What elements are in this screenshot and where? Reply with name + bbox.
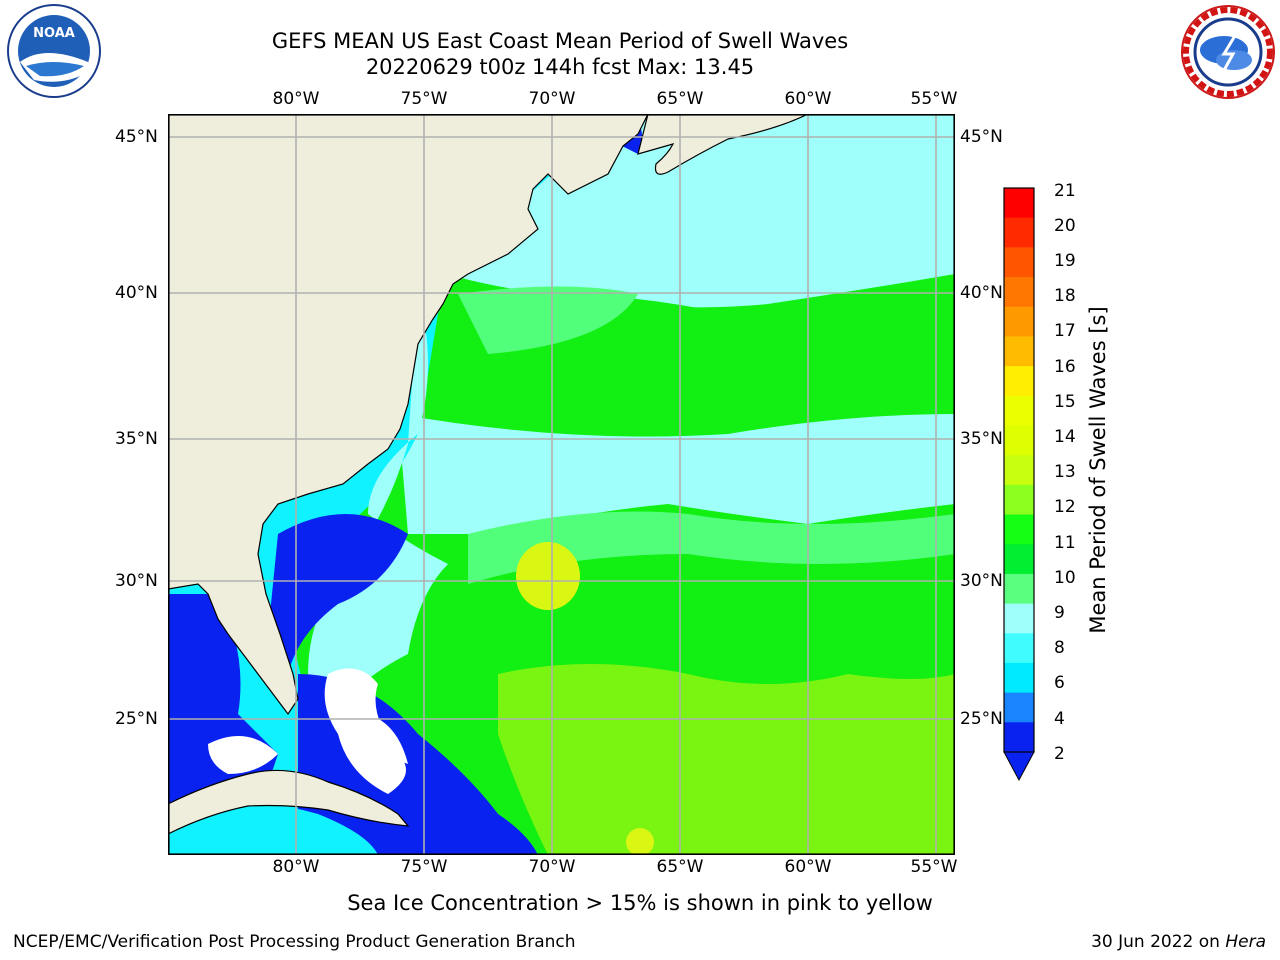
lon-label-bottom: 80°W: [272, 857, 320, 877]
colorbar: [1003, 187, 1035, 782]
colorbar-tick: 14: [1054, 427, 1076, 447]
lat-label-right: 25°N: [960, 709, 1003, 729]
colorbar-tick: 2: [1054, 744, 1065, 764]
nodata-bahamas: [324, 668, 406, 794]
colorbar-tick: 21: [1054, 181, 1076, 201]
lat-label-right: 45°N: [960, 127, 1003, 147]
chart-title: GEFS MEAN US East Coast Mean Period of S…: [271, 29, 849, 53]
lat-label-left: 45°N: [115, 127, 158, 147]
colorbar-tick: 15: [1054, 392, 1076, 412]
colorbar-tick: 18: [1054, 286, 1076, 306]
sea-ice-caption: Sea Ice Concentration > 15% is shown in …: [347, 891, 933, 915]
colorbar-tick: 13: [1054, 462, 1076, 482]
colorbar-segment: [1004, 662, 1034, 694]
footer-timestamp: 30 Jun 2022 on Hera: [1091, 932, 1266, 952]
noaa-logo: NOAA: [7, 4, 101, 98]
lat-label-left: 35°N: [115, 429, 158, 449]
lon-label-top: 70°W: [528, 89, 576, 109]
colorbar-tick: 10: [1054, 568, 1076, 588]
colorbar-tick: 6: [1054, 673, 1065, 693]
land-us: [168, 114, 649, 716]
mid-green-transition: [468, 511, 955, 584]
colorbar-segment: [1004, 573, 1034, 605]
lon-label-top: 80°W: [272, 89, 320, 109]
colorbar-segment: [1004, 544, 1034, 575]
colorbar-segment: [1004, 366, 1034, 397]
colorbar-label: Mean Period of Swell Waves [s]: [1086, 306, 1110, 634]
colorbar-segment: [1004, 514, 1034, 545]
colorbar-segment: [1004, 484, 1034, 516]
lon-label-bottom: 55°W: [910, 857, 958, 877]
lon-label-top: 60°W: [784, 89, 832, 109]
colorbar-segment: [1004, 395, 1034, 426]
footer-host: Hera: [1225, 932, 1266, 952]
colorbar-segment: [1004, 217, 1034, 248]
colorbar-segment: [1004, 277, 1034, 308]
lon-label-bottom: 75°W: [400, 857, 448, 877]
light-cyan-mid: [398, 414, 955, 534]
colorbar-segment: [1004, 247, 1034, 278]
mid-green-north: [458, 286, 638, 354]
lat-label-right: 30°N: [960, 571, 1003, 591]
yellow-green-south: [498, 664, 955, 855]
colorbar-segment: [1004, 633, 1034, 664]
land-cuba: [168, 769, 410, 835]
colorbar-segment: [1004, 455, 1034, 486]
colorbar-segment: [1004, 722, 1034, 753]
colorbar-segment: [1004, 306, 1034, 337]
colorbar-tick: 17: [1054, 321, 1076, 341]
lat-label-left: 25°N: [115, 709, 158, 729]
graticule: [168, 114, 955, 855]
lon-label-bottom: 60°W: [784, 857, 832, 877]
map-frame: [168, 114, 955, 855]
colorbar-segment: [1004, 425, 1034, 456]
nws-logo: [1181, 5, 1275, 99]
noaa-logo-text: NOAA: [33, 26, 75, 41]
lat-label-right: 35°N: [960, 429, 1003, 449]
lon-label-top: 65°W: [656, 89, 704, 109]
colorbar-segment: [1004, 603, 1034, 634]
colorbar-tick: 19: [1054, 251, 1076, 271]
chart-subtitle: 20220629 t00z 144h fcst Max: 13.45: [365, 55, 755, 79]
colorbar-segment: [1004, 336, 1034, 367]
blue-gulfstream-shelf: [268, 514, 408, 674]
lat-label-left: 30°N: [115, 571, 158, 591]
azure-gulf-south: [168, 800, 378, 855]
footer-date: 30 Jun 2022 on: [1091, 932, 1226, 952]
colorbar-tick: 20: [1054, 216, 1076, 236]
swell-period-map: [168, 114, 955, 855]
lon-label-bottom: 70°W: [528, 857, 576, 877]
colorbar-segment: [1004, 692, 1034, 723]
lat-label-right: 40°N: [960, 283, 1003, 303]
colorbar-tick: 11: [1054, 533, 1076, 553]
colorbar-tick: 12: [1054, 497, 1076, 517]
yellow-maximum: [516, 542, 580, 610]
colorbar-tick: 4: [1054, 709, 1065, 729]
lon-label-bottom: 65°W: [656, 857, 704, 877]
lon-label-top: 55°W: [910, 89, 958, 109]
colorbar-tick: 16: [1054, 357, 1076, 377]
colorbar-tick: 9: [1054, 603, 1065, 623]
colorbar-segment: [1004, 188, 1034, 219]
colorbar-tick: 8: [1054, 638, 1065, 658]
footer-credit: NCEP/EMC/Verification Post Processing Pr…: [13, 932, 576, 952]
lat-label-left: 40°N: [115, 283, 158, 303]
lon-label-top: 75°W: [400, 89, 448, 109]
colorbar-extend-arrow: [1003, 751, 1035, 782]
